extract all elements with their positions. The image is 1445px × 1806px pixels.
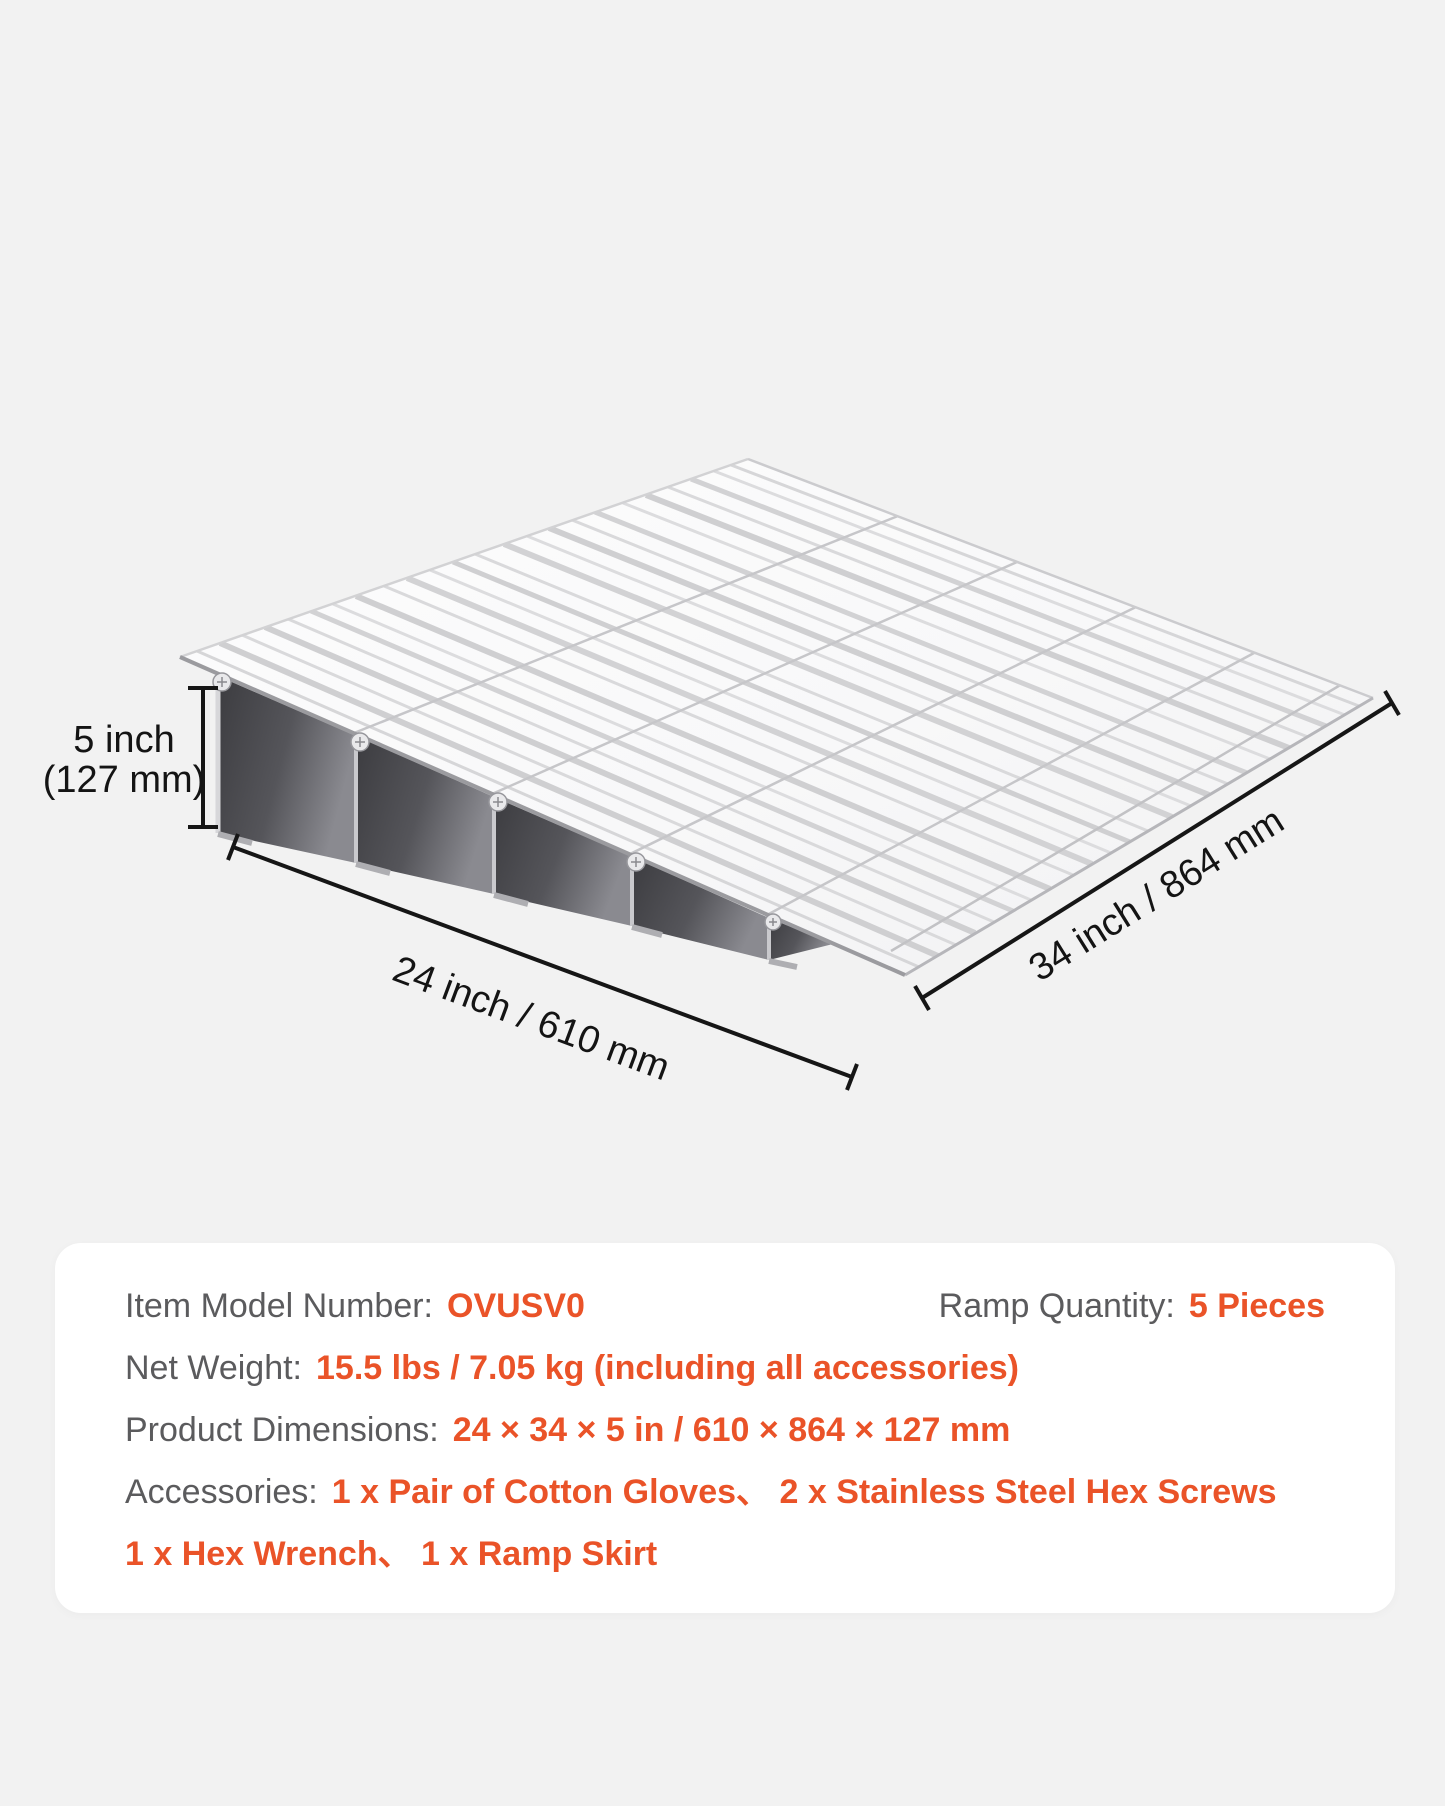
spec-row-accessories-continued: 1 x Hex Wrench、 1 x Ramp Skirt <box>125 1535 1325 1573</box>
ramp-illustration: 5 inch (127 mm) 24 inch / 610 mm 34 inch… <box>43 457 1401 1091</box>
product-dimensions-value: 24 × 34 × 5 in / 610 × 864 × 127 mm <box>452 1411 1011 1449</box>
item-model-value: OVUSV0 <box>447 1287 585 1325</box>
ramp-support-fins <box>215 675 833 970</box>
ramp-quantity-label: Ramp Quantity: <box>938 1287 1175 1325</box>
spec-row-net-weight: Net Weight: 15.5 lbs / 7.05 kg (including… <box>125 1349 1325 1387</box>
dimension-width <box>226 833 859 1091</box>
dimension-width-label: 24 inch / 610 mm <box>387 948 675 1089</box>
product-dimensions-label: Product Dimensions: <box>125 1411 439 1449</box>
spec-row-accessories: Accessories: 1 x Pair of Cotton Gloves、 2… <box>125 1473 1325 1511</box>
accessories-label: Accessories: <box>125 1473 318 1511</box>
net-weight-value: 15.5 lbs / 7.05 kg (including all access… <box>316 1349 1019 1387</box>
spec-ramp-quantity: Ramp Quantity: 5 Pieces <box>939 1287 1325 1325</box>
dimension-height <box>188 686 218 829</box>
ramp-top-surface <box>179 457 1374 977</box>
net-weight-label: Net Weight: <box>125 1349 303 1387</box>
spec-row-dimensions: Product Dimensions: 24 × 34 × 5 in / 610 … <box>125 1411 1325 1449</box>
ramp-quantity-value: 5 Pieces <box>1188 1287 1325 1325</box>
spec-item-model: Item Model Number: OVUSV0 <box>125 1287 585 1325</box>
accessories-value-line1: 1 x Pair of Cotton Gloves、 2 x Stainless… <box>331 1473 1277 1511</box>
ramp-tread-grooves <box>196 463 1360 969</box>
spec-card: Item Model Number: OVUSV0 Ramp Quantity: 5… <box>55 1243 1395 1613</box>
dimension-height-label-line2: (127 mm) <box>43 759 206 801</box>
spec-row-model-quantity: Item Model Number: OVUSV0 Ramp Quantity: 5… <box>125 1287 1325 1325</box>
dimension-length <box>913 689 1401 1012</box>
accessories-value-line2: 1 x Hex Wrench、 1 x Ramp Skirt <box>125 1535 658 1573</box>
item-model-label: Item Model Number: <box>125 1287 433 1325</box>
hex-screws <box>212 672 782 931</box>
dimension-height-label-line1: 5 inch <box>73 719 174 761</box>
